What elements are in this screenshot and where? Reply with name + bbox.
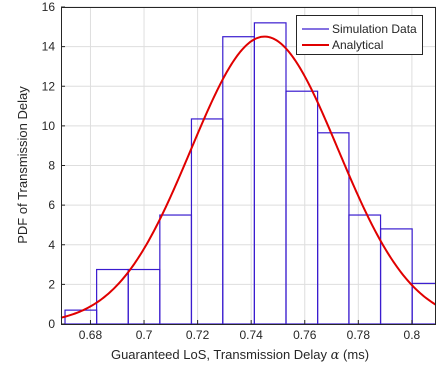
analytical-curve xyxy=(60,35,436,319)
x-tick-label: 0.78 xyxy=(347,328,371,342)
y-tick-label: 12 xyxy=(42,79,56,93)
x-tick-label: 0.7 xyxy=(136,328,153,342)
histogram-bars xyxy=(64,22,436,325)
x-tick-label: 0.68 xyxy=(79,328,103,342)
y-tick-label: 6 xyxy=(48,198,55,212)
x-tick-label: 0.72 xyxy=(186,328,210,342)
histogram-bar xyxy=(222,36,255,325)
legend-label-simulation: Simulation Data xyxy=(332,22,417,36)
y-tick-label: 16 xyxy=(42,0,56,14)
legend-label-analytical: Analytical xyxy=(332,38,383,52)
histogram-bar xyxy=(379,228,413,325)
y-axis-label: PDF of Transmission Delay xyxy=(15,86,30,244)
histogram-bar xyxy=(253,22,287,325)
grid-lines xyxy=(61,6,436,325)
legend: Simulation Data Analytical xyxy=(296,15,423,55)
x-axis-label: Guaranteed LoS, Transmission Delay α (ms… xyxy=(111,347,369,363)
y-tick-label: 0 xyxy=(48,317,55,331)
legend-box xyxy=(296,15,423,55)
y-tick-label: 14 xyxy=(42,40,56,54)
analytical-curve-layer xyxy=(60,35,436,319)
x-tick-label: 0.76 xyxy=(293,328,317,342)
y-tick-label: 8 xyxy=(48,159,55,173)
axis-ticks: 0.68 0.7 0.72 0.74 0.76 0.78 0.8 0 2 4 6 8 10 12 14 16 xyxy=(42,0,421,342)
x-tick-label: 0.74 xyxy=(239,328,263,342)
histogram-bar xyxy=(159,214,193,325)
y-tick-label: 4 xyxy=(48,238,55,252)
x-tick-label: 0.8 xyxy=(404,328,421,342)
histogram-bar xyxy=(190,118,224,325)
y-tick-label: 2 xyxy=(48,277,55,291)
y-tick-label: 10 xyxy=(42,119,56,133)
